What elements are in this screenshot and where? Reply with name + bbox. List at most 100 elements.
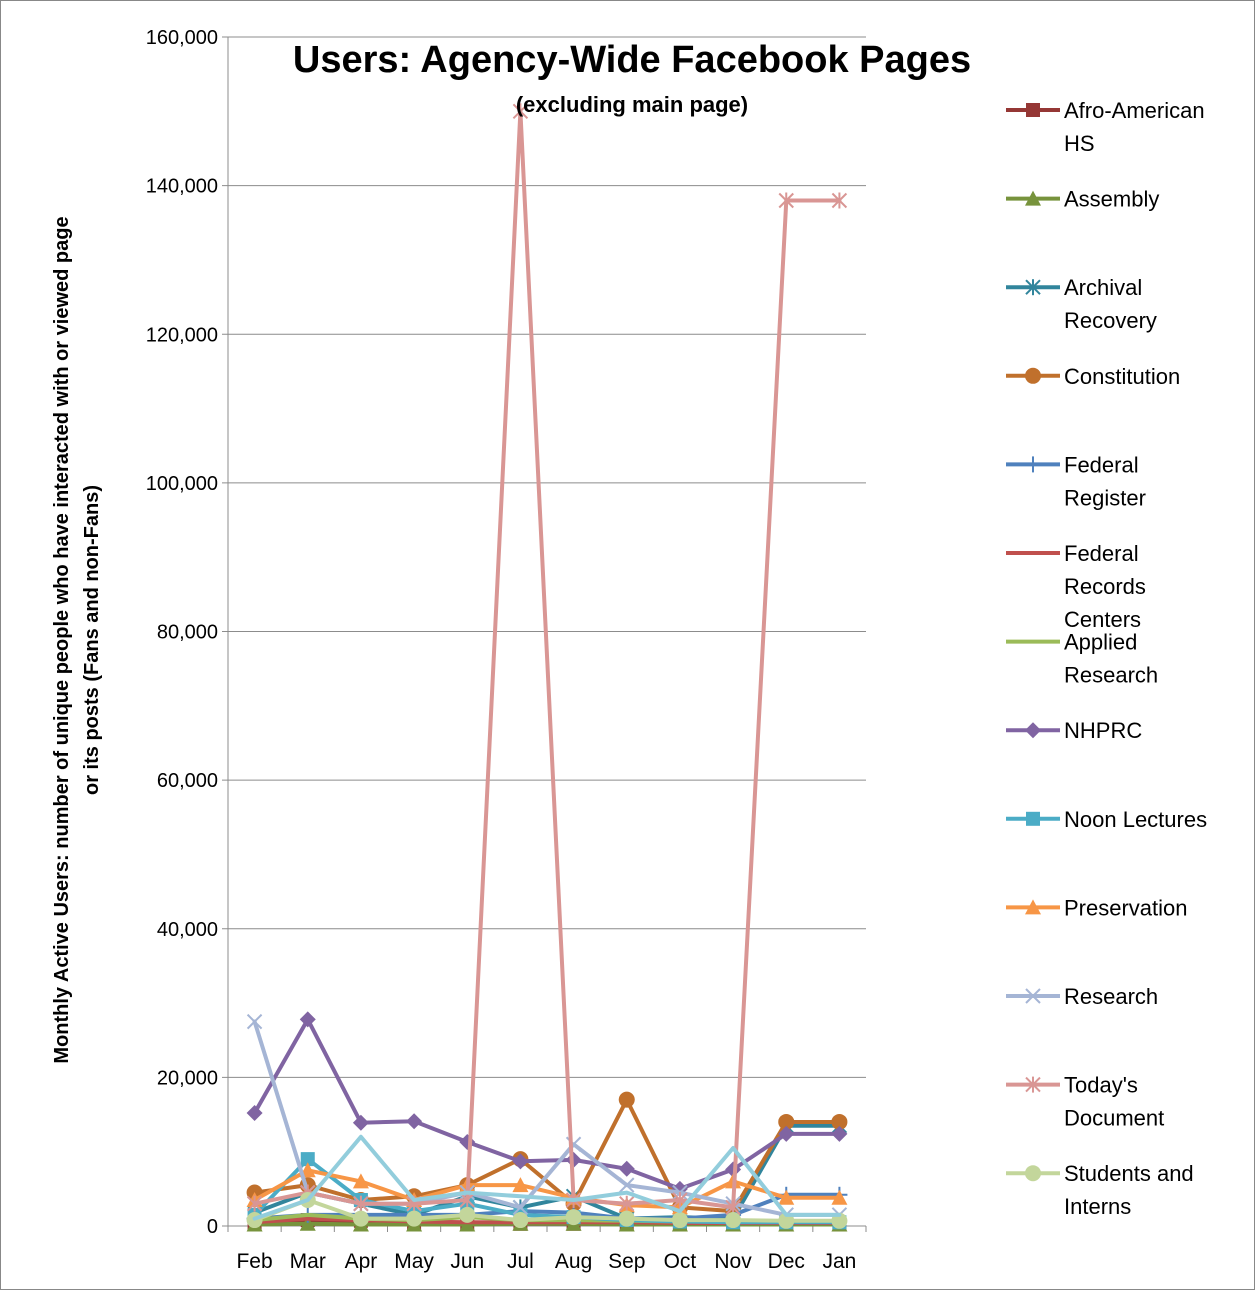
data-point <box>352 1114 369 1131</box>
legend-label: Document <box>1064 1106 1164 1131</box>
data-point <box>299 1011 316 1028</box>
x-tick-label: Feb <box>236 1250 272 1273</box>
x-tick-label: Nov <box>714 1250 752 1273</box>
data-point <box>618 1091 635 1108</box>
data-point <box>246 1195 263 1212</box>
legend-marker <box>1025 899 1041 915</box>
legend-label: Constitution <box>1064 364 1180 389</box>
legend-item: Students and Interns <box>1006 1161 1194 1219</box>
x-tick-label: May <box>394 1250 434 1273</box>
data-point <box>512 103 529 120</box>
legend-label: Centers <box>1064 607 1141 632</box>
legend-item: Federal Register <box>1006 452 1146 510</box>
x-tick-label: Dec <box>768 1250 805 1273</box>
data-point <box>512 1153 529 1170</box>
data-point <box>831 1189 848 1205</box>
legend-marker <box>1025 722 1041 739</box>
x-tick-label: Mar <box>290 1250 326 1273</box>
axes: 0 20,000 40,000 60,000 80,000 100,000 120,000 1… <box>146 27 867 1273</box>
y-axis-label-line1: Monthly Active Users: number of unique p… <box>51 216 73 1063</box>
y-tick-label: 40,000 <box>157 919 218 941</box>
data-point <box>778 192 794 209</box>
x-tick-label: Apr <box>345 1250 378 1273</box>
legend-item: Federal Records Centers <box>1006 541 1146 632</box>
x-tick-label: Jun <box>450 1250 484 1273</box>
y-tick-label: 140,000 <box>146 176 218 198</box>
data-point <box>778 1113 795 1130</box>
legend-label: HS <box>1064 131 1095 156</box>
data-point <box>300 1152 315 1167</box>
legend-label: Research <box>1064 984 1158 1009</box>
data-point <box>778 1125 795 1142</box>
gridlines <box>228 36 866 1078</box>
y-tick-label: 100,000 <box>146 473 218 495</box>
legend-item: Archival Recovery <box>1006 275 1157 333</box>
series-12 <box>246 1191 848 1229</box>
series-line <box>252 109 842 1210</box>
data-point <box>831 1125 848 1142</box>
x-tick-label: Jul <box>507 1250 534 1273</box>
data-point <box>831 192 848 209</box>
chart-title: Users: Agency-Wide Facebook Pages <box>293 39 971 81</box>
legend-item: Preservation <box>1006 895 1188 920</box>
legend-label: Federal <box>1064 541 1139 566</box>
data-point <box>459 1191 475 1208</box>
data-point <box>353 1195 369 1212</box>
data-point <box>778 1189 795 1205</box>
data-point <box>512 1212 529 1229</box>
data-point <box>618 1210 635 1227</box>
legend-label: Federal <box>1064 452 1139 477</box>
x-tick-label: Jan <box>822 1250 856 1273</box>
data-point <box>671 1212 688 1229</box>
y-tick-label: 160,000 <box>146 27 218 49</box>
legend-marker <box>1026 811 1040 826</box>
data-point <box>246 1013 263 1030</box>
legend-item: Assembly <box>1006 187 1159 212</box>
series-line <box>252 1168 842 1210</box>
data-point <box>406 1113 423 1130</box>
legend-marker <box>1025 988 1041 1004</box>
data-point <box>352 1173 369 1189</box>
data-point <box>618 1160 635 1177</box>
data-point <box>352 1210 369 1227</box>
legend-label: Interns <box>1064 1194 1131 1219</box>
legend-item: Afro-American HS <box>1006 98 1205 156</box>
data-point <box>619 1195 635 1212</box>
series-line <box>252 1157 842 1225</box>
series-line <box>252 1097 842 1214</box>
legend-label: Records <box>1064 574 1146 599</box>
data-point <box>406 1210 423 1227</box>
legend-label: Applied <box>1064 630 1137 655</box>
legend-item: Research <box>1006 984 1158 1009</box>
y-tick-label: 20,000 <box>157 1067 218 1089</box>
data-point <box>565 1209 582 1226</box>
legend-label: Noon Lectures <box>1064 807 1207 832</box>
series-lines <box>246 103 848 1232</box>
legend-item: Constitution <box>1006 364 1180 389</box>
legend: Afro-American HS Assembly Archival Recovery C… <box>1006 98 1207 1219</box>
legend-item: Noon Lectures <box>1006 807 1207 832</box>
data-point <box>619 1177 635 1193</box>
series-13 <box>252 1134 842 1221</box>
y-tick-label: 120,000 <box>146 324 218 346</box>
legend-marker <box>1025 367 1041 384</box>
legend-label: Research <box>1064 663 1158 688</box>
y-tick-label: 0 <box>207 1216 218 1238</box>
legend-label: Today's <box>1064 1073 1138 1098</box>
series-line <box>252 1017 842 1191</box>
y-axis-label-line2: or its posts (Fans and non-Fans) <box>81 485 103 795</box>
data-point <box>299 1215 316 1231</box>
legend-label: Preservation <box>1064 895 1188 920</box>
data-point <box>725 1212 742 1229</box>
data-point <box>512 1177 529 1193</box>
legend-label: Afro-American <box>1064 98 1205 123</box>
data-point <box>246 1105 263 1122</box>
series-line <box>252 1198 842 1223</box>
legend-marker <box>1025 1076 1041 1093</box>
legend-item: Applied Research <box>1006 630 1158 688</box>
legend-marker <box>1025 1165 1041 1182</box>
x-tick-label: Aug <box>555 1250 592 1273</box>
x-tick-label: Oct <box>664 1250 697 1273</box>
